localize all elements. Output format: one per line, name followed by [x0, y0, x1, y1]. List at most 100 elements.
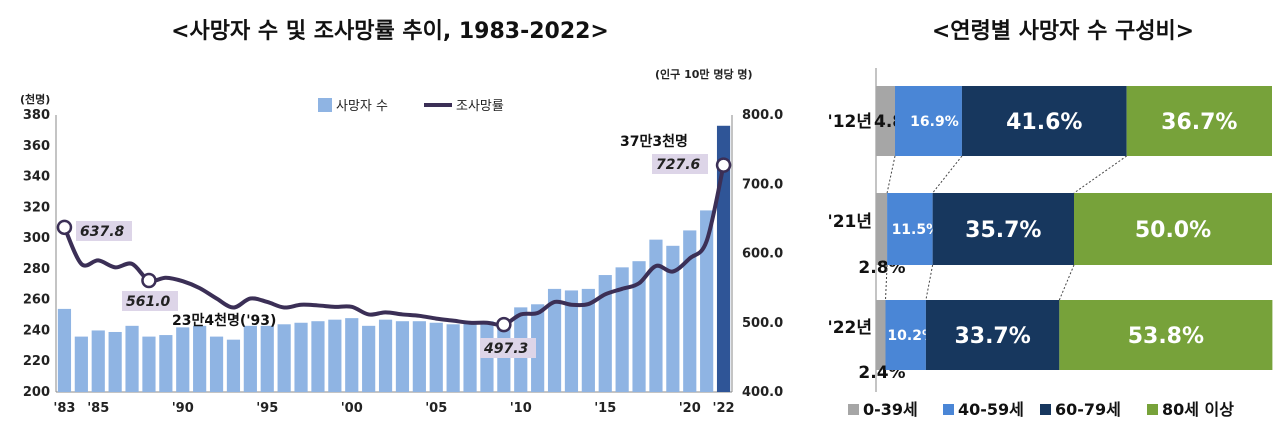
annotation-1988: 561.0 — [126, 294, 171, 310]
bar-1990 — [176, 327, 190, 392]
right-tick-label: 600.0 — [742, 247, 783, 262]
death-rate-line — [62, 164, 726, 327]
pct-label-0-1: 16.9% — [910, 114, 959, 130]
segment-0-3 — [1126, 86, 1272, 156]
bar-2021 — [700, 210, 714, 392]
legend-bar-swatch — [318, 98, 332, 112]
segment-0-2 — [961, 86, 1127, 156]
bar-2001 — [362, 325, 376, 392]
connector-1-1 — [885, 264, 888, 301]
bar-2003 — [395, 321, 410, 392]
segment-2-1 — [885, 300, 926, 370]
bar-1988 — [142, 336, 156, 392]
x-tick-label: '95 — [256, 401, 278, 416]
segment-2-3 — [1059, 300, 1273, 370]
left-axis-unit: (천명) — [20, 92, 50, 106]
right-tick-label: 800.0 — [742, 108, 783, 123]
bar-1997 — [294, 322, 308, 392]
bar-2016 — [615, 267, 629, 392]
segment-1-1 — [887, 193, 933, 265]
connector-0-1 — [886, 155, 896, 194]
rate-marker-2009 — [496, 316, 512, 333]
left-tick-label: 260 — [23, 293, 50, 308]
segment-0-0 — [876, 86, 896, 156]
right-axis-unit: (인구 10만 명당 명) — [655, 67, 753, 81]
pct-label-1-1: 11.5% — [892, 222, 941, 238]
bar-2005 — [429, 322, 443, 392]
bar-2022 — [716, 125, 731, 393]
x-tick-label: '05 — [425, 401, 447, 416]
bar-1991 — [193, 325, 207, 392]
connector-0-2 — [932, 155, 963, 194]
rate-marker-2022 — [715, 157, 732, 173]
connector-1-2 — [925, 264, 934, 301]
bar-1986 — [108, 331, 122, 392]
bar-2006 — [446, 324, 460, 392]
bar-1983 — [57, 308, 72, 392]
bar-1995 — [260, 325, 274, 392]
segment-2-2 — [925, 300, 1060, 370]
x-tick-label: '10 — [510, 401, 532, 416]
legend-swatch-1 — [943, 404, 954, 415]
annotation-1983: 637.8 — [80, 224, 125, 240]
annotation-box-2009 — [480, 338, 536, 358]
bar-2007 — [463, 322, 477, 392]
row-label-1: '21년 — [827, 212, 872, 232]
connector-1-3 — [1058, 264, 1075, 301]
segment-2-0 — [876, 300, 886, 370]
bar-2020 — [683, 230, 697, 392]
legend-bar-label: 사망자 수 — [336, 99, 388, 114]
x-tick-label: '85 — [87, 401, 109, 416]
annotation-box-1988 — [122, 291, 178, 311]
segment-1-3 — [1074, 193, 1272, 265]
annotation-box-2022 — [652, 154, 708, 174]
left-axes: 200 220 240 260 280 300 320 340 360 380 400.0 500.0… — [23, 108, 783, 416]
bar-1989 — [159, 335, 173, 392]
annotation-2009: 497.3 — [483, 341, 528, 357]
bar-2012 — [547, 288, 562, 392]
right-chart-title: <연령별 사망자 수 구성비> — [932, 19, 1194, 44]
right-tick-label: 500.0 — [742, 316, 783, 331]
pct-label-2-2: 33.7% — [954, 324, 1030, 349]
legend-swatch-0 — [848, 404, 859, 415]
left-tick-label: 340 — [23, 170, 50, 185]
annotations: 637.8 561.0 23만4천명('93) 497.3 37만3천명 727… — [76, 133, 708, 358]
left-legend: 사망자 수 조사망률 — [318, 98, 504, 114]
left-tick-label: 280 — [23, 262, 50, 277]
left-line-layer — [56, 157, 732, 333]
bar-1987 — [125, 325, 139, 392]
bar-1993 — [226, 339, 241, 392]
bar-2004 — [412, 321, 426, 392]
pct-label-0-2: 41.6% — [1006, 110, 1082, 135]
row-label-2: '22년 — [827, 318, 872, 338]
left-tick-label: 200 — [23, 385, 50, 400]
bar-1985 — [91, 330, 105, 392]
right-tick-label: 400.0 — [742, 385, 783, 400]
bar-2000 — [345, 318, 359, 392]
annotation-2022-count: 37만3천명 — [620, 133, 688, 150]
bar-2019 — [666, 245, 680, 392]
segment-1-0 — [876, 193, 888, 265]
x-tick-label: '15 — [594, 401, 616, 416]
bar-2015 — [598, 275, 612, 392]
left-tick-label: 360 — [23, 139, 50, 154]
left-chart-title: <사망자 수 및 조사망률 추이, 1983-2022> — [171, 19, 609, 44]
bar-2011 — [531, 304, 545, 392]
left-tick-label: 220 — [23, 354, 50, 369]
bar-1999 — [328, 319, 342, 392]
rate-marker-1988 — [141, 272, 157, 289]
rate-marker-1983 — [56, 219, 73, 236]
bar-2017 — [632, 261, 646, 392]
legend-label-1: 40-59세 — [958, 400, 1024, 419]
annotation-2022-rate: 727.6 — [656, 157, 701, 173]
left-tick-label: 300 — [23, 231, 50, 246]
bar-2014 — [581, 288, 595, 392]
right-legend: 0-39세 40-59세 60-79세 80세 이상 — [848, 400, 1234, 419]
segment-1-2 — [932, 193, 1074, 265]
bar-1998 — [311, 321, 325, 392]
segment-0-1 — [895, 86, 962, 156]
right-chart: 4.8%16.9%41.6%36.7%'12년2.8%11.5%35.7%50.… — [827, 68, 1273, 392]
pct-label-2-3: 53.8% — [1128, 324, 1204, 349]
legend-label-3: 80세 이상 — [1162, 400, 1234, 419]
